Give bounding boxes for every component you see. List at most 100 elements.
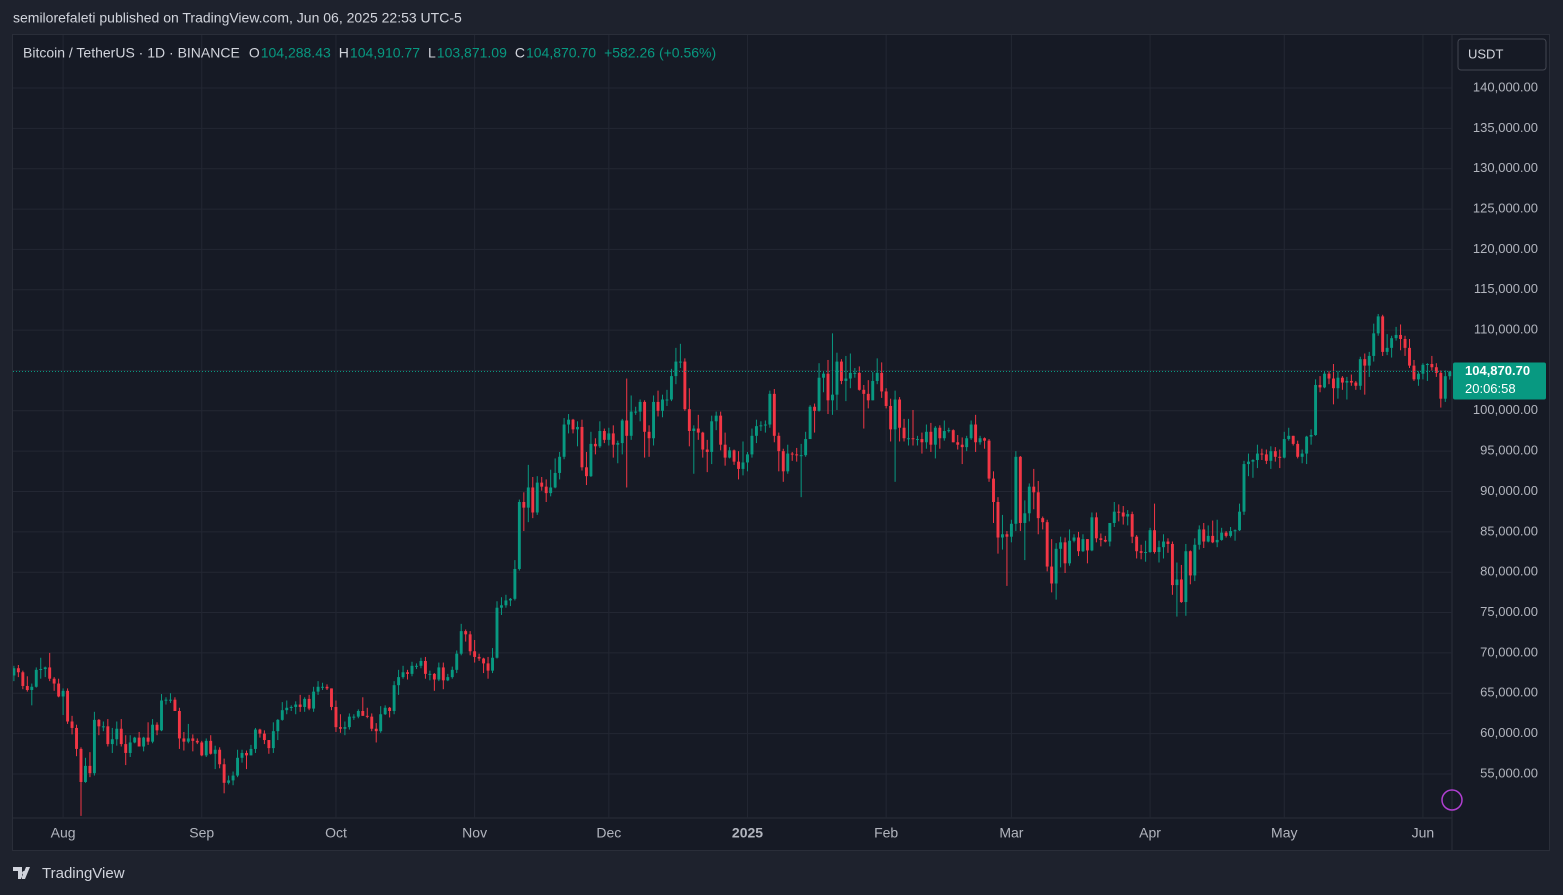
candle-body <box>1157 547 1161 553</box>
candle-body <box>732 450 736 462</box>
candle-body <box>629 411 633 436</box>
candle-body <box>1305 436 1309 454</box>
candle-body <box>817 377 821 411</box>
candle-body <box>446 677 450 681</box>
currency[interactable]: USDT <box>1468 46 1503 61</box>
candle-body <box>607 433 611 440</box>
candle-body <box>862 389 866 394</box>
candle-body <box>213 749 217 754</box>
x-tick-label: Mar <box>999 825 1023 841</box>
candle-body <box>1439 372 1443 399</box>
ohlc-key: O <box>249 45 260 61</box>
candle-body <box>1072 537 1076 541</box>
logo-mark <box>13 867 30 879</box>
candle-body <box>902 427 906 439</box>
x-tick-label: Dec <box>596 825 621 841</box>
grid <box>13 35 1452 818</box>
candle-body <box>13 668 16 676</box>
candle-body <box>857 372 861 390</box>
candle-body <box>204 740 208 756</box>
y-tick-label: 65,000.00 <box>1480 685 1538 700</box>
ohlc-key: L <box>428 45 436 61</box>
candle-body <box>929 431 933 445</box>
candle-body <box>996 501 1000 538</box>
candle-body <box>848 372 852 379</box>
candle-body <box>728 450 732 458</box>
candle-body <box>168 699 172 701</box>
candle-body <box>34 669 38 687</box>
candle-body <box>746 454 749 463</box>
candle-body <box>1354 382 1358 386</box>
candle-body <box>397 677 401 686</box>
candle-body <box>871 380 875 401</box>
y-tick-label: 125,000.00 <box>1473 201 1538 216</box>
candle-body <box>361 710 365 716</box>
candle-body <box>43 667 47 670</box>
y-tick-label: 135,000.00 <box>1473 120 1538 135</box>
candle-body <box>898 399 902 428</box>
candle-body <box>1238 511 1241 531</box>
candle-body <box>835 361 839 395</box>
candle-body <box>455 653 459 670</box>
candle-body <box>338 727 342 729</box>
candle-body <box>450 669 454 678</box>
candle-body <box>889 405 893 430</box>
candle-body <box>768 393 772 425</box>
candle-body <box>1063 542 1067 564</box>
candle-body <box>106 726 110 745</box>
x-tick-label: Apr <box>1139 825 1161 841</box>
candle-body <box>705 449 709 452</box>
candle-body <box>227 780 231 783</box>
candle-body <box>1385 347 1389 352</box>
candle-body <box>1018 456 1022 523</box>
candle-body <box>781 451 785 472</box>
candle-body <box>1376 316 1380 334</box>
candle-body <box>410 665 414 674</box>
candle-body <box>21 672 25 686</box>
candle-body <box>1188 551 1192 576</box>
candle-body <box>974 424 978 443</box>
candle-body <box>723 444 727 458</box>
indicator-icon[interactable] <box>1441 789 1463 811</box>
candle-body <box>491 657 494 671</box>
candle-body <box>625 420 629 436</box>
currency-box[interactable] <box>1457 38 1547 71</box>
candle-body <box>620 420 624 444</box>
candle-body <box>938 427 942 439</box>
y-tick-label: 110,000.00 <box>1474 322 1538 337</box>
candle-body <box>267 740 271 749</box>
candle-body <box>330 688 333 707</box>
candle-body <box>271 731 275 749</box>
candle-body <box>965 438 969 448</box>
candle-body <box>61 690 65 697</box>
candle-body <box>110 739 114 745</box>
candle-body <box>853 372 857 374</box>
candle-body <box>884 391 888 406</box>
candle-body <box>1434 367 1438 373</box>
candle-body <box>795 454 799 456</box>
candle-body <box>616 443 620 445</box>
candle-body <box>459 631 463 654</box>
candle-body <box>1394 334 1398 339</box>
candle-body <box>1027 486 1031 514</box>
candle-body <box>1153 530 1156 553</box>
candle-body <box>969 424 973 439</box>
candle-body <box>325 686 329 689</box>
candle-body <box>30 686 34 691</box>
candle-body <box>526 487 530 508</box>
chart-panel <box>12 34 1550 851</box>
candle-body <box>146 737 150 742</box>
candle-body <box>522 501 526 508</box>
candle-body <box>218 749 222 765</box>
candle-body <box>1314 384 1318 436</box>
candle-body <box>1251 460 1255 462</box>
candle-body <box>200 742 204 756</box>
candle-body <box>544 486 548 494</box>
candle-body <box>343 727 347 729</box>
candle-body <box>1197 529 1201 545</box>
candle-body <box>1175 579 1179 586</box>
candle-body <box>1278 456 1282 458</box>
candle-body <box>656 401 660 411</box>
candle-body <box>558 456 562 473</box>
